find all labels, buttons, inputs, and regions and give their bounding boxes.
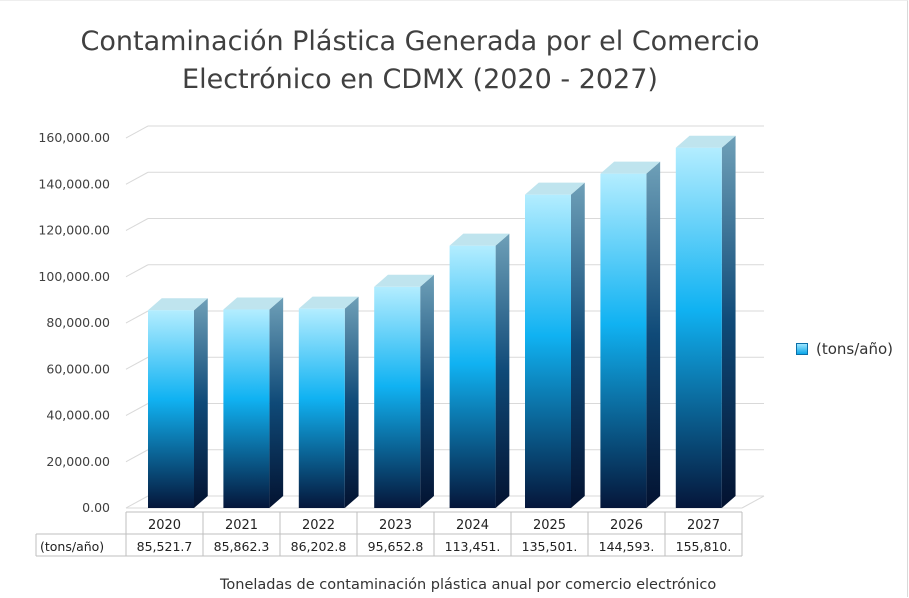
x-tick-label: 2024	[456, 518, 489, 533]
x-tick-label: 2026	[610, 518, 643, 533]
bar	[148, 298, 208, 508]
bar-top	[675, 135, 736, 148]
x-tick-label: 2021	[225, 518, 258, 533]
y-tick-label: 20,000.00	[46, 454, 110, 469]
bar	[449, 233, 510, 508]
gridline-diagonal	[125, 449, 149, 463]
x-tick-label: 2023	[379, 518, 412, 533]
gridline-diagonal	[125, 310, 149, 324]
gridline-diagonal	[125, 495, 149, 509]
bar-front	[148, 310, 194, 508]
y-tick-label: 40,000.00	[46, 408, 110, 423]
chart-caption: Toneladas de contaminación plástica anua…	[220, 577, 717, 593]
legend-swatch	[796, 343, 808, 355]
bar	[374, 274, 434, 508]
table-value: 155,810.	[676, 539, 732, 554]
table-value: 135,501.	[522, 539, 578, 554]
bar-top	[374, 274, 434, 287]
chart-title-line-1: Contaminación Plástica Generada por el C…	[80, 26, 760, 57]
bar	[600, 161, 661, 508]
table-value: 144,593.	[599, 539, 655, 554]
bar	[298, 296, 359, 508]
bar-front	[600, 173, 647, 508]
bar-side	[721, 135, 736, 508]
bar-top	[600, 161, 661, 174]
bar-front	[298, 308, 345, 508]
y-tick-label: 140,000.00	[38, 176, 110, 191]
legend: (tons/año)	[796, 340, 893, 358]
bar	[675, 135, 736, 508]
table-value: 85,521.7	[137, 539, 193, 554]
table-value: 85,862.3	[214, 539, 270, 554]
data-table: 2020 85,521.7 2021 85,862.3 2022 86,202.8 2023…	[35, 511, 743, 557]
y-tick-label: 100,000.00	[38, 269, 110, 284]
gridline-diagonal	[125, 264, 149, 278]
y-axis-ticks: 0.00 20,000.00 40,000.00 60,000.00 80,000.00…	[38, 130, 110, 515]
bar-front	[223, 309, 270, 508]
x-tick-label: 2025	[533, 518, 566, 533]
bar-front	[525, 194, 571, 508]
y-tick-label: 160,000.00	[38, 130, 110, 145]
bar-top	[148, 298, 208, 311]
bar-side	[344, 296, 359, 508]
table-value: 95,652.8	[368, 539, 424, 554]
x-tick-label: 2020	[148, 518, 181, 533]
bar-side	[269, 297, 284, 508]
bar-top	[525, 182, 585, 195]
gridline-diagonal	[125, 218, 149, 231]
gridline-diagonal	[125, 356, 149, 370]
table-value: 86,202.8	[291, 539, 347, 554]
bar-side	[420, 274, 434, 508]
legend-label: (tons/año)	[816, 340, 894, 358]
x-tick-label: 2022	[302, 518, 335, 533]
x-tick-label: 2027	[687, 518, 720, 533]
bar-side	[646, 161, 661, 508]
gridline-diagonal	[125, 171, 149, 185]
gridline-diagonal	[125, 403, 149, 416]
y-tick-label: 60,000.00	[46, 361, 110, 376]
bar-front	[374, 286, 421, 508]
grid-lines	[125, 125, 765, 509]
bar-top	[298, 296, 359, 309]
bar-front	[675, 147, 722, 508]
bars	[148, 135, 736, 508]
bar-top	[449, 233, 510, 246]
bar-side	[571, 182, 585, 508]
y-tick-label: 0.00	[82, 500, 110, 515]
y-tick-label: 80,000.00	[46, 315, 110, 330]
bar-top	[223, 297, 284, 310]
gridline-diagonal	[125, 125, 149, 139]
floor-edge	[741, 495, 765, 509]
bar-front	[449, 245, 496, 508]
chart-title-line-2: Electrónico en CDMX (2020 - 2027)	[182, 64, 658, 95]
y-tick-label: 120,000.00	[38, 223, 110, 238]
bar	[525, 182, 585, 508]
table-series-name: (tons/año)	[40, 539, 104, 554]
bar-side	[194, 298, 208, 508]
bar-side	[495, 233, 510, 508]
bar	[223, 297, 284, 508]
table-value: 113,451.	[445, 539, 501, 554]
